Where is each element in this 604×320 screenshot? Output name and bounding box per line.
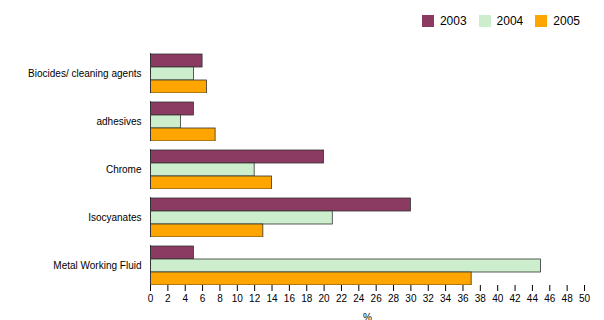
svg-text:adhesives: adhesives — [96, 116, 141, 127]
svg-text:18: 18 — [301, 293, 313, 304]
svg-text:2: 2 — [165, 293, 171, 304]
svg-text:10: 10 — [232, 293, 244, 304]
svg-text:14: 14 — [266, 293, 278, 304]
svg-text:38: 38 — [475, 293, 487, 304]
html-text:2005: 2005 — [553, 13, 580, 28]
svg-text:28: 28 — [388, 293, 400, 304]
svg-text:46: 46 — [544, 293, 556, 304]
svg-text:42: 42 — [509, 293, 521, 304]
svg-text:16: 16 — [284, 293, 296, 304]
svg-text:20: 20 — [319, 293, 331, 304]
svg-text:6: 6 — [200, 293, 206, 304]
svg-text:Metal Working Fluid: Metal Working Fluid — [53, 260, 141, 271]
svg-text:8: 8 — [217, 293, 223, 304]
svg-text:30: 30 — [405, 293, 417, 304]
html-text:2003: 2003 — [439, 13, 467, 28]
svg-text:%: % — [363, 312, 372, 320]
svg-text:32: 32 — [423, 293, 435, 304]
svg-text:12: 12 — [249, 293, 261, 304]
svg-text:0: 0 — [148, 293, 154, 304]
svg-text:48: 48 — [562, 293, 574, 304]
svg-text:36: 36 — [457, 293, 469, 304]
svg-text:44: 44 — [527, 293, 539, 304]
svg-text:Chrome: Chrome — [106, 164, 142, 175]
html-text:2004: 2004 — [496, 13, 524, 28]
svg-text:24: 24 — [353, 293, 365, 304]
svg-text:26: 26 — [371, 293, 383, 304]
svg-text:34: 34 — [440, 293, 452, 304]
svg-text:40: 40 — [492, 293, 504, 304]
svg-text:22: 22 — [336, 293, 348, 304]
svg-text:50: 50 — [579, 293, 591, 304]
svg-text:4: 4 — [182, 293, 188, 304]
svg-text:Biocides/ cleaning agents: Biocides/ cleaning agents — [28, 68, 141, 79]
svg-text:Isocyanates: Isocyanates — [88, 212, 141, 223]
